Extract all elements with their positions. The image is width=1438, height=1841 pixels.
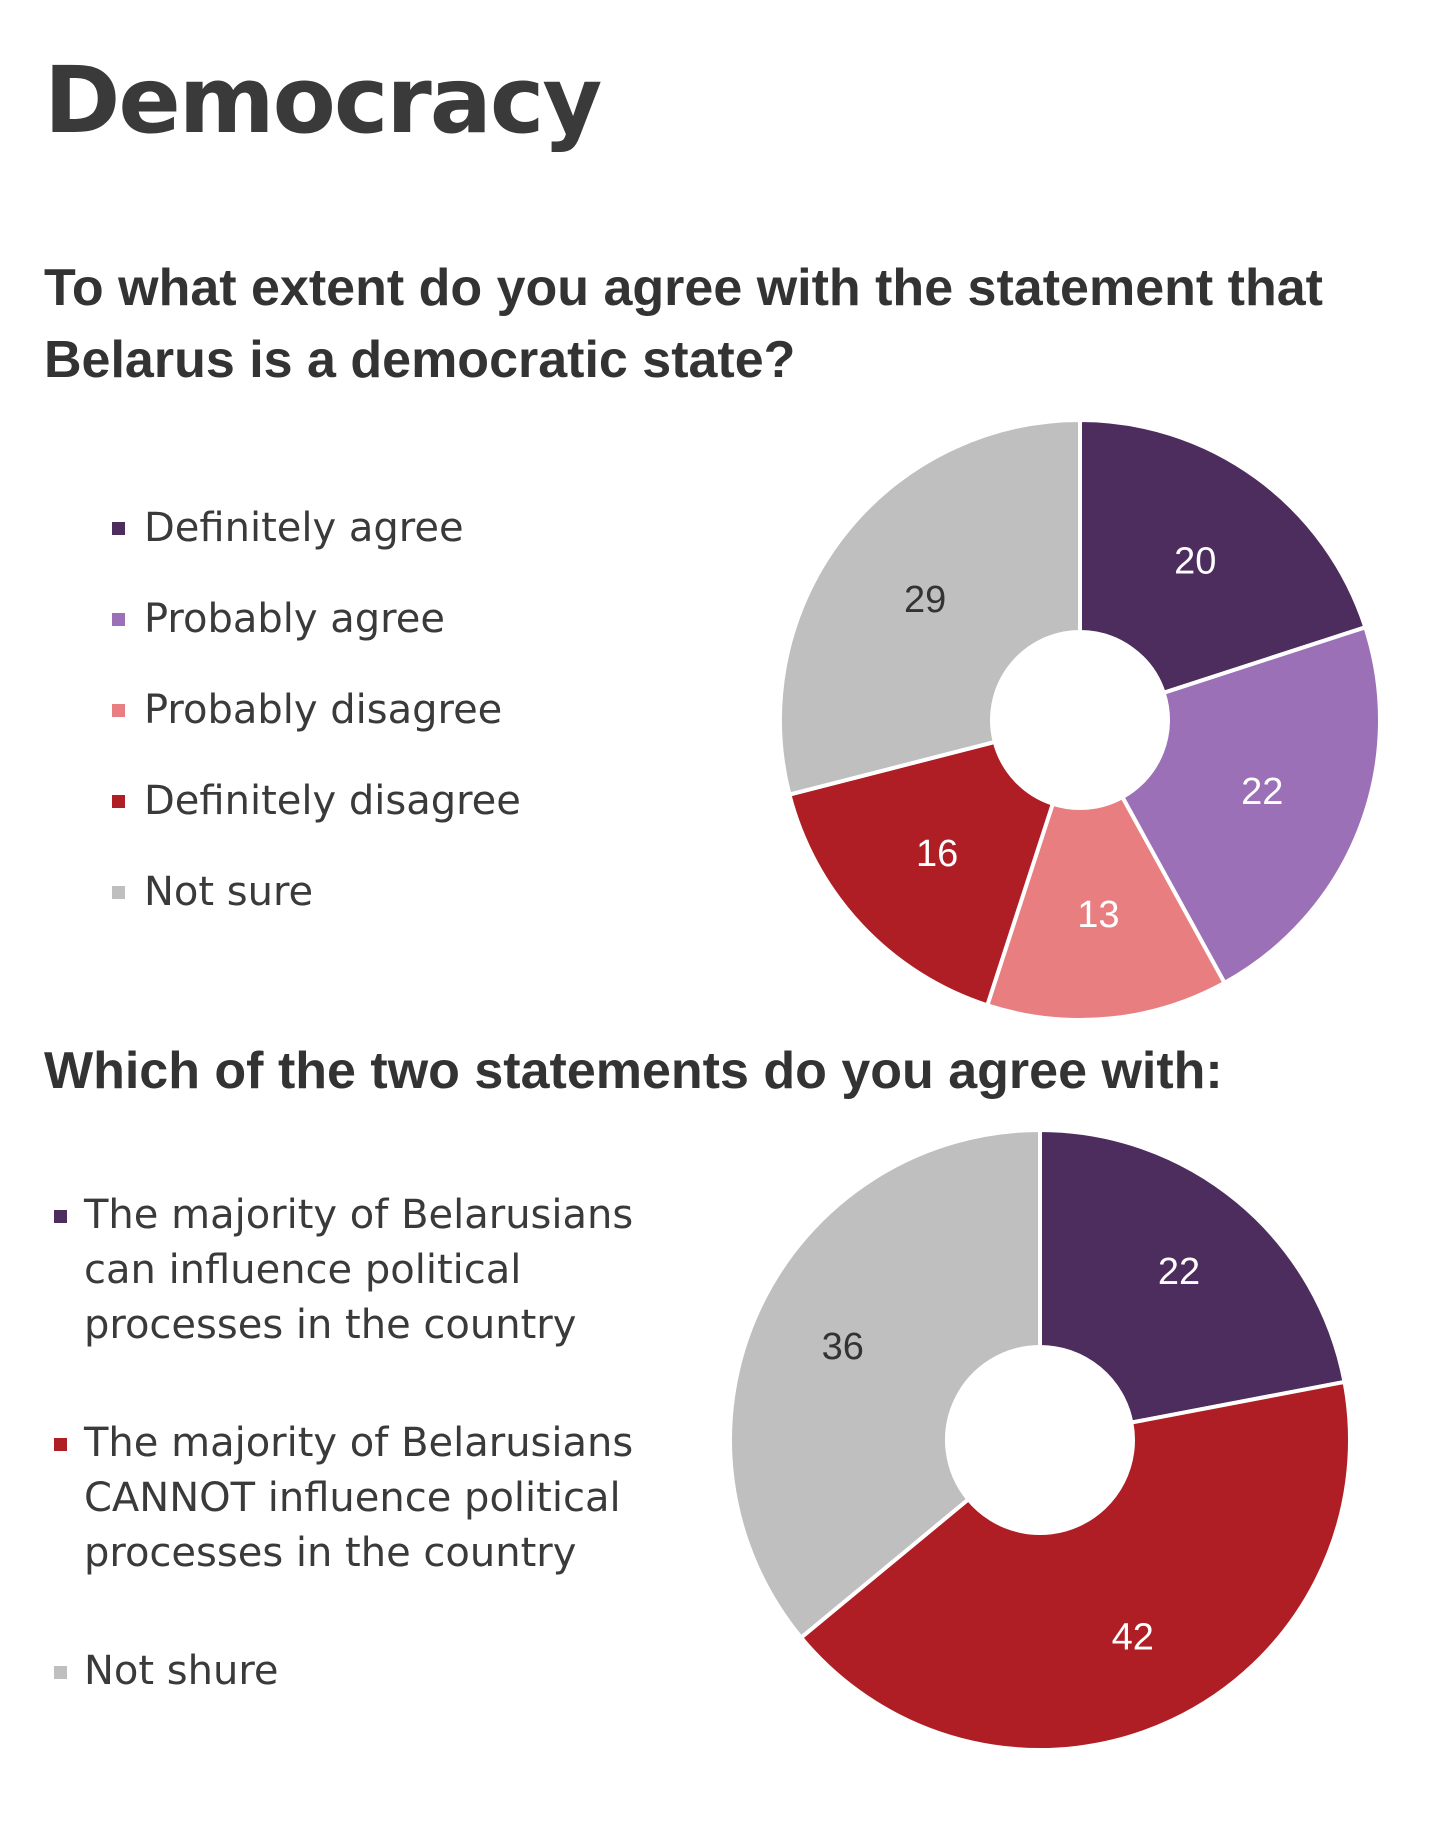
legend-label: The majority of Belarusians CANNOT influ…	[84, 1420, 634, 1576]
legend-swatch	[54, 1666, 67, 1679]
data-label: 36	[822, 1326, 864, 1368]
data-label: 13	[1077, 894, 1119, 936]
legend-swatch	[112, 795, 125, 808]
legend-label: Probably disagree	[144, 687, 503, 733]
chart1-donut: 20 22 13 16 29	[778, 417, 1382, 1022]
chart2-donut: 22 42 36	[728, 1127, 1352, 1752]
page-title: Democracy	[44, 47, 602, 154]
legend-label: Definitely agree	[144, 505, 464, 551]
legend-swatch	[54, 1438, 67, 1451]
donut-slice	[1038, 1127, 1347, 1425]
legend-label: Not sure	[144, 869, 314, 915]
data-label: 22	[1241, 771, 1283, 813]
donut-slice	[1119, 624, 1382, 986]
donut-slice	[1078, 417, 1368, 696]
data-label: 16	[916, 833, 958, 875]
legend-item: Not sure	[112, 864, 521, 955]
donut-slice	[984, 794, 1228, 1022]
chart2-title: Which of the two statements do you agree…	[44, 1042, 1223, 1100]
legend-swatch	[112, 613, 125, 626]
donut-slice	[798, 1379, 1352, 1752]
chart2-legend: The majority of Belarusians can influenc…	[54, 1188, 674, 1699]
legend-label: Probably agree	[144, 596, 445, 642]
donut-slice	[778, 417, 1082, 798]
legend-label: Not shure	[84, 1648, 279, 1694]
donut-slice	[728, 1127, 1042, 1641]
legend-item: The majority of Belarusians CANNOT influ…	[54, 1416, 674, 1644]
legend-swatch	[54, 1210, 67, 1223]
legend-label: The majority of Belarusians can influenc…	[84, 1192, 634, 1348]
data-label: 29	[904, 579, 946, 621]
legend-swatch	[112, 886, 125, 899]
legend-item: Probably agree	[112, 591, 521, 682]
legend-swatch	[112, 704, 125, 717]
legend-item: Probably disagree	[112, 682, 521, 773]
legend-item: The majority of Belarusians can influenc…	[54, 1188, 674, 1416]
legend-item: Definitely disagree	[112, 773, 521, 864]
legend-label: Definitely disagree	[144, 778, 521, 824]
data-label: 20	[1174, 540, 1216, 582]
legend-swatch	[112, 522, 125, 535]
legend-item: Definitely agree	[112, 500, 521, 591]
data-label: 22	[1158, 1251, 1200, 1293]
legend-item: Not shure	[54, 1644, 674, 1699]
donut-slice	[786, 739, 1056, 1008]
chart1-title: To what extent do you agree with the sta…	[44, 259, 1323, 389]
data-label: 42	[1112, 1616, 1154, 1658]
chart1-legend: Definitely agree Probably agree Probably…	[112, 500, 521, 955]
